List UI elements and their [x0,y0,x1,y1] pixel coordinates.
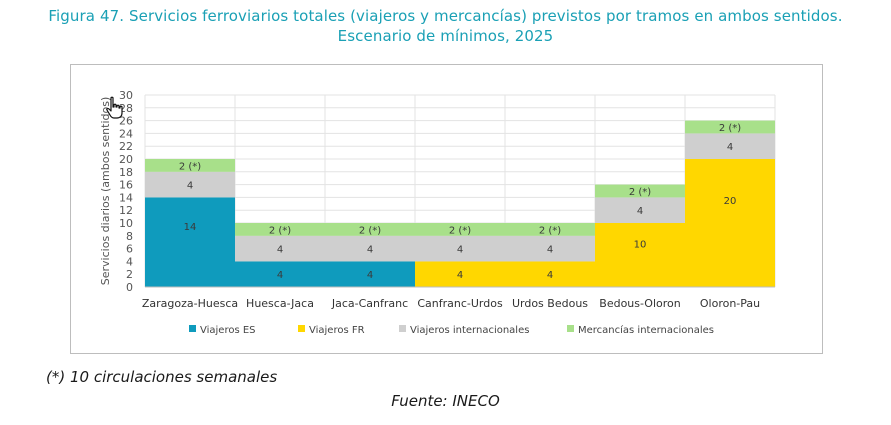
bar-seg-2-2 [325,235,415,262]
y-tick-label-10: 20 [119,153,133,166]
x-tick-label-3: Canfranc-Urdos [417,297,503,310]
bar-seg-3-5 [595,184,685,198]
y-tick-label-12: 24 [119,127,133,140]
data-label-0-2: 4 [367,270,373,281]
y-tick-label-6: 12 [119,204,133,217]
x-tick-label-5: Bedous-Oloron [599,297,680,310]
data-label-2-0: 4 [187,181,193,192]
bar-seg-3-0 [145,159,235,172]
data-label-1-4: 4 [547,270,553,281]
hand-cursor-icon [106,96,123,119]
data-label-2-4: 4 [547,245,553,256]
bar-seg-0-1 [235,261,325,287]
bar-seg-3-1 [235,223,325,236]
bar-seg-2-6 [685,133,775,159]
y-tick-label-3: 6 [126,243,133,256]
data-label-2-6: 4 [727,142,733,153]
legend-swatch-2 [399,325,406,332]
y-tick-label-9: 18 [119,166,133,179]
legend-label-3: Mercancías internacionales [578,324,714,336]
bar-seg-2-4 [505,235,595,262]
figure-title-line1: Figura 47. Servicios ferroviarios totale… [48,7,843,25]
y-tick-label-5: 10 [119,217,133,230]
bar-seg-2-0 [145,171,235,198]
x-tick-label-2: Jaca-Canfranc [331,297,408,310]
y-axis-title: Servicios diarios (ambos sentidos) [99,97,112,285]
chart-frame: 0 2 4 6 8 10 12 14 16 18 20 22 24 26 28 30 Servicios dia… [70,64,823,354]
legend-label-0: Viajeros ES [200,325,256,336]
figure-title: Figura 47. Servicios ferroviarios totale… [0,6,891,46]
x-tick-label-4: Urdos Bedous [512,297,588,310]
data-label-3-0: 2 (*) [179,161,201,172]
x-tick-label-0: Zaragoza-Huesca [142,297,238,310]
bar-seg-3-3 [415,223,505,236]
source-note: Fuente: INECO [391,392,500,410]
data-label-1-5: 10 [634,239,647,250]
bar-seg-1-6 [685,159,775,287]
legend-label-2: Viajeros internacionales [410,325,529,336]
data-label-2-5: 4 [637,206,643,217]
data-label-0-1: 4 [277,270,283,281]
x-tick-label-6: Oloron-Pau [700,297,760,310]
y-tick-label-13: 26 [119,115,133,128]
bar-seg-1-3 [415,261,505,287]
bar-seg-3-6 [685,120,775,134]
y-tick-label-8: 16 [119,179,133,192]
data-label-2-2: 4 [367,245,373,256]
bar-seg-0-2 [325,261,415,287]
y-tick-label-2: 4 [126,255,133,268]
data-label-3-4: 2 (*) [539,225,561,236]
bar-seg-0-0 [145,197,235,287]
y-tick-label-15: 30 [119,89,133,102]
data-label-2-1: 4 [277,245,283,256]
bar-seg-2-1 [235,235,325,262]
legend-swatch-0 [189,325,196,332]
bar-seg-1-5 [595,223,685,287]
y-tick-label-7: 14 [119,191,133,204]
y-tick-label-11: 22 [119,140,133,153]
legend-label-1: Viajeros FR [309,325,365,336]
bar-seg-2-3 [415,235,505,262]
bar-seg-3-2 [325,223,415,236]
bar-seg-1-4 [505,261,595,287]
data-label-1-6: 20 [724,196,737,207]
data-label-3-6: 2 (*) [719,123,741,134]
bar-seg-3-4 [505,223,595,236]
data-label-3-3: 2 (*) [449,225,471,236]
x-tick-label-1: Huesca-Jaca [246,297,314,310]
data-label-0-0: 14 [184,222,197,233]
y-tick-label-4: 8 [126,230,133,243]
data-label-3-2: 2 (*) [359,225,381,236]
figure-title-line2: Escenario de mínimos, 2025 [337,27,554,45]
legend-swatch-1 [298,325,305,332]
data-label-3-5: 2 (*) [629,187,651,198]
data-label-2-3: 4 [457,245,463,256]
legend-swatch-3 [567,325,574,332]
footnote: (*) 10 circulaciones semanales [46,368,278,386]
data-label-3-1: 2 (*) [269,225,291,236]
data-label-1-3: 4 [457,270,463,281]
y-tick-label-0: 0 [126,281,133,294]
bar-seg-2-5 [595,197,685,223]
y-tick-label-1: 2 [126,268,133,281]
